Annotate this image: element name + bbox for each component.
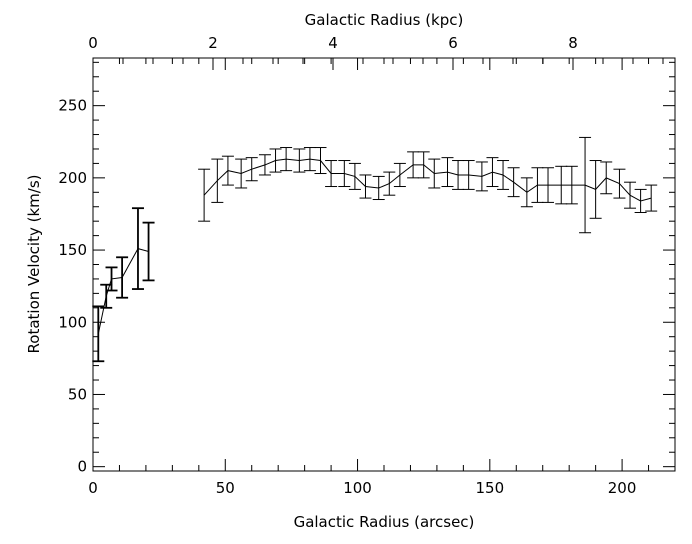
series-line-outer [203,158,652,202]
series-line-inner [97,248,149,334]
y-tick-label: 100 [58,313,87,331]
x-tick-label: 50 [216,479,235,497]
top-x-axis-label: Galactic Radius (kpc) [305,11,464,29]
top-x-tick-label: 2 [208,34,218,52]
x-tick-label: 100 [343,479,372,497]
top-x-tick-label: 0 [88,34,98,52]
x-tick-label: 0 [88,479,98,497]
x-axis-label: Galactic Radius (arcsec) [294,513,475,531]
y-tick-label: 0 [77,458,87,476]
y-tick-label: 250 [58,97,87,115]
y-tick-label: 150 [58,241,87,259]
x-tick-label: 150 [475,479,504,497]
y-axis-label: Rotation Velocity (km/s) [25,175,43,354]
top-x-tick-label: 8 [568,34,578,52]
top-x-tick-label: 6 [448,34,458,52]
y-tick-label: 50 [68,385,87,403]
axes: 0 50 100 150 200 0 2 4 6 8 0 50 100 150 200 250 [58,34,676,497]
top-x-tick-label: 4 [328,34,338,52]
x-tick-label: 200 [608,479,637,497]
plot-frame [92,57,676,472]
y-tick-label: 200 [58,169,87,187]
data-marks [92,136,658,363]
